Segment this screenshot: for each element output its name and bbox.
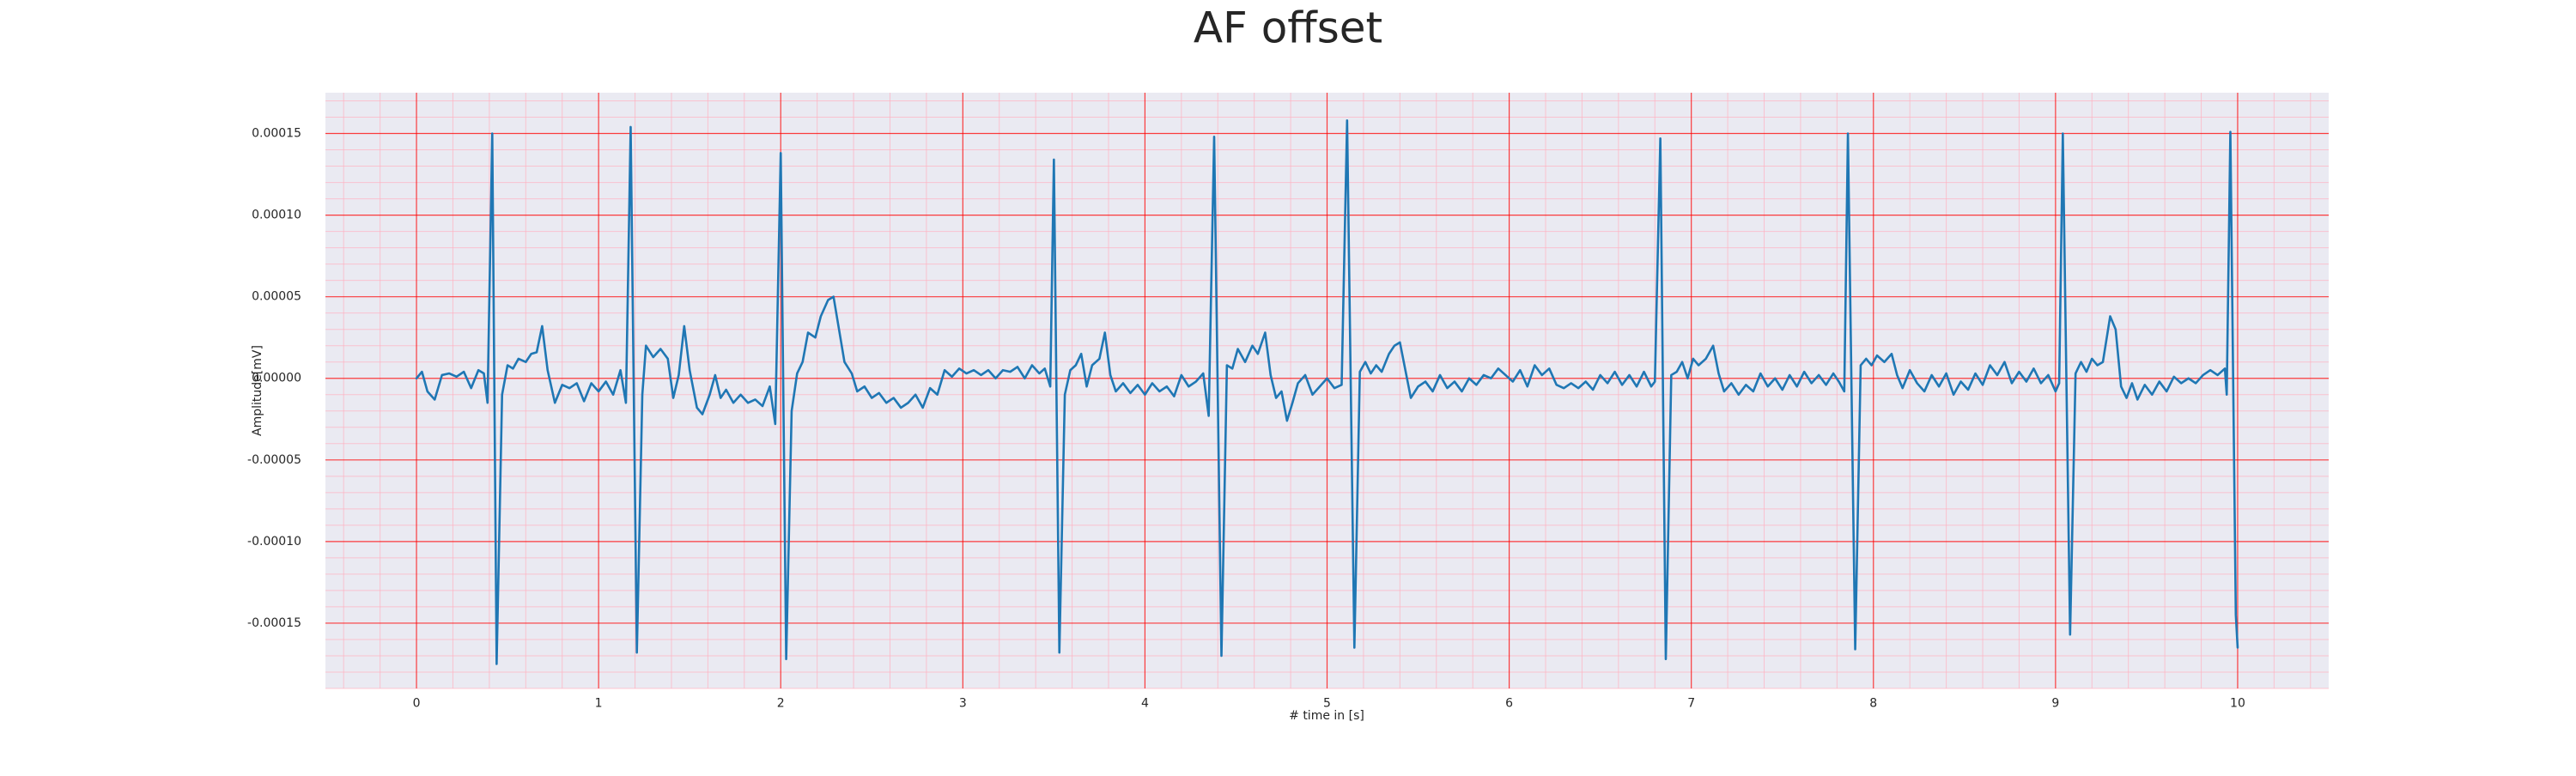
y-tick-label: 0.00015 (252, 127, 301, 141)
y-tick-label: -0.00005 (247, 453, 301, 467)
y-tick-label: -0.00010 (247, 535, 301, 549)
x-tick-label: 10 (2230, 697, 2245, 711)
x-tick-label: 7 (1687, 697, 1695, 711)
x-axis-label: # time in [s] (1289, 709, 1364, 723)
y-tick-label: 0.00010 (252, 209, 301, 222)
y-tick-label: 0.00000 (252, 372, 301, 385)
x-tick-label: 1 (595, 697, 603, 711)
ecg-line (415, 119, 2239, 665)
x-tick-label: 5 (1323, 697, 1331, 711)
x-tick-label: 9 (2051, 697, 2059, 711)
y-axis-label: Amplitude[mV] (251, 345, 264, 436)
x-tick-label: 2 (777, 697, 785, 711)
x-tick-label: 6 (1505, 697, 1513, 711)
chart-title: AF offset (1194, 3, 1382, 53)
x-tick-label: 8 (1869, 697, 1877, 711)
y-tick-label: -0.00015 (247, 616, 301, 630)
y-tick-label: 0.00005 (252, 290, 301, 304)
x-tick-label: 0 (413, 697, 421, 711)
x-tick-label: 3 (959, 697, 967, 711)
x-tick-label: 4 (1141, 697, 1149, 711)
